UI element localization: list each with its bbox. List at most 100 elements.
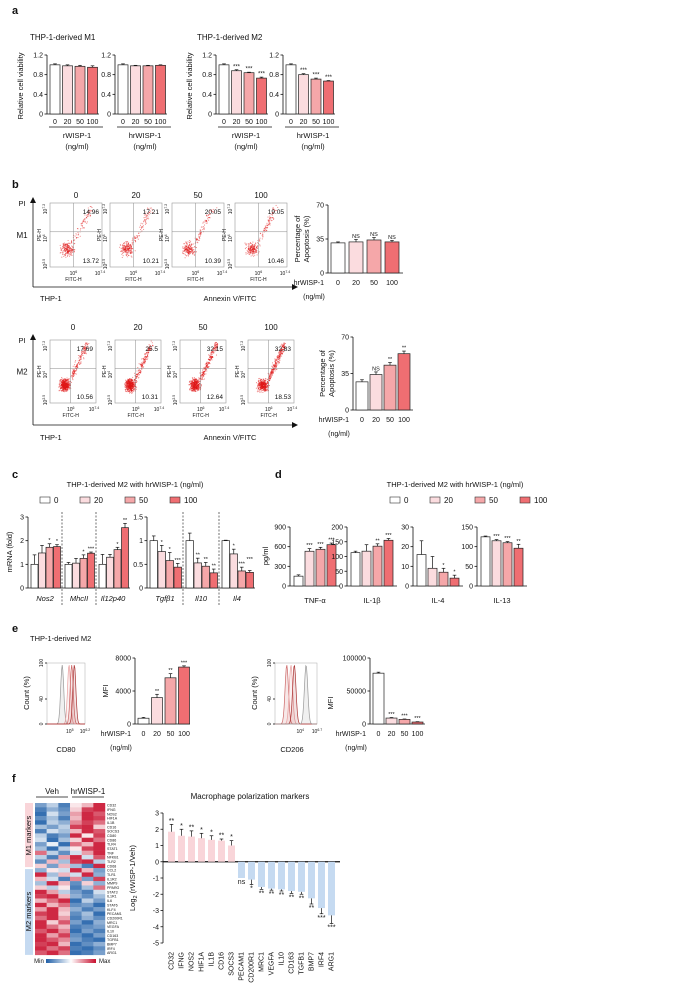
flow-dot — [69, 250, 71, 252]
flow-dot — [192, 382, 194, 384]
flow-dot — [139, 226, 141, 228]
tick-exponent: 6 — [135, 270, 137, 274]
heatmap-cell — [46, 911, 59, 917]
significance-label: ** — [402, 346, 407, 352]
flow-dot — [208, 366, 210, 368]
flow-dot — [199, 381, 201, 383]
y-axis-label: MFI — [101, 685, 110, 698]
flow-dot — [194, 378, 196, 380]
x-axis-unit: (ng/ml) — [133, 142, 157, 151]
flow-dot — [83, 352, 85, 354]
flow-dot — [204, 221, 206, 223]
flow-dot — [129, 380, 131, 382]
flow-dot — [259, 240, 261, 242]
flow-dot — [206, 370, 208, 372]
x-axis-label: hrWISP-1 — [101, 731, 131, 738]
heatmap-cell — [46, 837, 59, 843]
flow-dot — [273, 364, 275, 366]
heatmap-cell — [35, 881, 47, 886]
flow-dot — [185, 246, 187, 248]
bar — [372, 672, 385, 725]
flow-dot — [128, 390, 130, 393]
flow-dot — [130, 245, 132, 248]
flow-x-tick: 107.4 — [287, 406, 297, 413]
flow-dot — [64, 252, 67, 255]
category-label: 0 — [336, 280, 340, 287]
significance-label: ** — [189, 824, 195, 831]
bar — [361, 550, 372, 587]
flow-dot — [194, 253, 196, 255]
flow-dot — [257, 385, 259, 387]
x-axis-label: hrWISP-1 — [297, 131, 330, 140]
heatmap-cell — [70, 915, 82, 921]
flow-dot — [184, 253, 186, 255]
flow-dot — [127, 248, 129, 250]
flow-dot — [193, 384, 195, 386]
flow-dot — [75, 370, 77, 372]
flow-dot — [203, 228, 205, 230]
arrow-head-right — [292, 284, 298, 290]
flow-dot — [192, 390, 194, 392]
flow-dot — [187, 255, 190, 257]
flow-dot — [132, 381, 134, 383]
bar — [355, 381, 369, 411]
flow-dot — [209, 363, 211, 365]
flow-dot — [77, 366, 79, 368]
flow-dots — [58, 342, 90, 393]
bar — [285, 64, 297, 115]
category-label: 50 — [401, 731, 409, 738]
heatmap-cell — [46, 876, 59, 882]
significance-label: *** — [88, 547, 95, 553]
flow-dot — [143, 214, 145, 216]
flow-dot — [268, 222, 270, 224]
flow-dot — [73, 374, 75, 376]
bar — [113, 549, 122, 589]
flow-dot — [132, 237, 134, 239]
flow-dot — [275, 361, 277, 363]
bar — [157, 551, 166, 589]
flow-dot — [131, 241, 133, 243]
flow-dot — [209, 359, 211, 362]
quadrant-value-lower-right: 18.53 — [275, 394, 292, 401]
flow-dot — [270, 213, 272, 216]
flow-dot — [260, 233, 262, 235]
flow-dot — [202, 229, 204, 231]
flow-dot — [60, 381, 62, 383]
y-tick-label: 1.2 — [101, 53, 111, 60]
flow-dot — [265, 230, 267, 232]
heatmap-cell — [81, 898, 94, 904]
heatmap-cell — [58, 803, 71, 808]
bar — [256, 77, 267, 115]
flow-dot — [263, 387, 265, 389]
flow-dot — [133, 386, 135, 388]
flow-dot — [84, 351, 86, 353]
heatmap-cell — [93, 885, 106, 890]
flow-dot — [193, 254, 195, 256]
heatmap-cell — [35, 816, 47, 821]
category-label: 100 — [398, 417, 410, 424]
heatmap-cell — [35, 915, 47, 921]
flow-dot — [90, 210, 92, 212]
flow-dot — [83, 358, 85, 360]
flow-dot — [198, 236, 200, 239]
flow-dot — [81, 351, 83, 353]
flow-dot — [199, 388, 201, 390]
flow-dot — [142, 362, 144, 364]
flow-dots — [119, 207, 154, 259]
flow-dot — [185, 242, 188, 244]
flow-dot — [138, 369, 140, 372]
bar — [87, 66, 98, 115]
heatmap-cell — [58, 811, 71, 817]
significance-label: ** — [204, 557, 209, 563]
bar — [323, 80, 334, 115]
heatmap-cell — [46, 937, 59, 943]
flow-dot — [131, 387, 133, 389]
significance-label: *** — [306, 543, 313, 549]
heatmap-cell — [35, 820, 47, 825]
x-axis-label: hrWISP-1 — [319, 417, 349, 424]
flow-dot — [256, 391, 258, 393]
y-tick-label: 50000 — [347, 689, 367, 696]
heatmap-cell — [93, 889, 106, 895]
flow-x-tick: 106 — [192, 270, 200, 277]
y-tick-label: 0 — [155, 859, 159, 866]
